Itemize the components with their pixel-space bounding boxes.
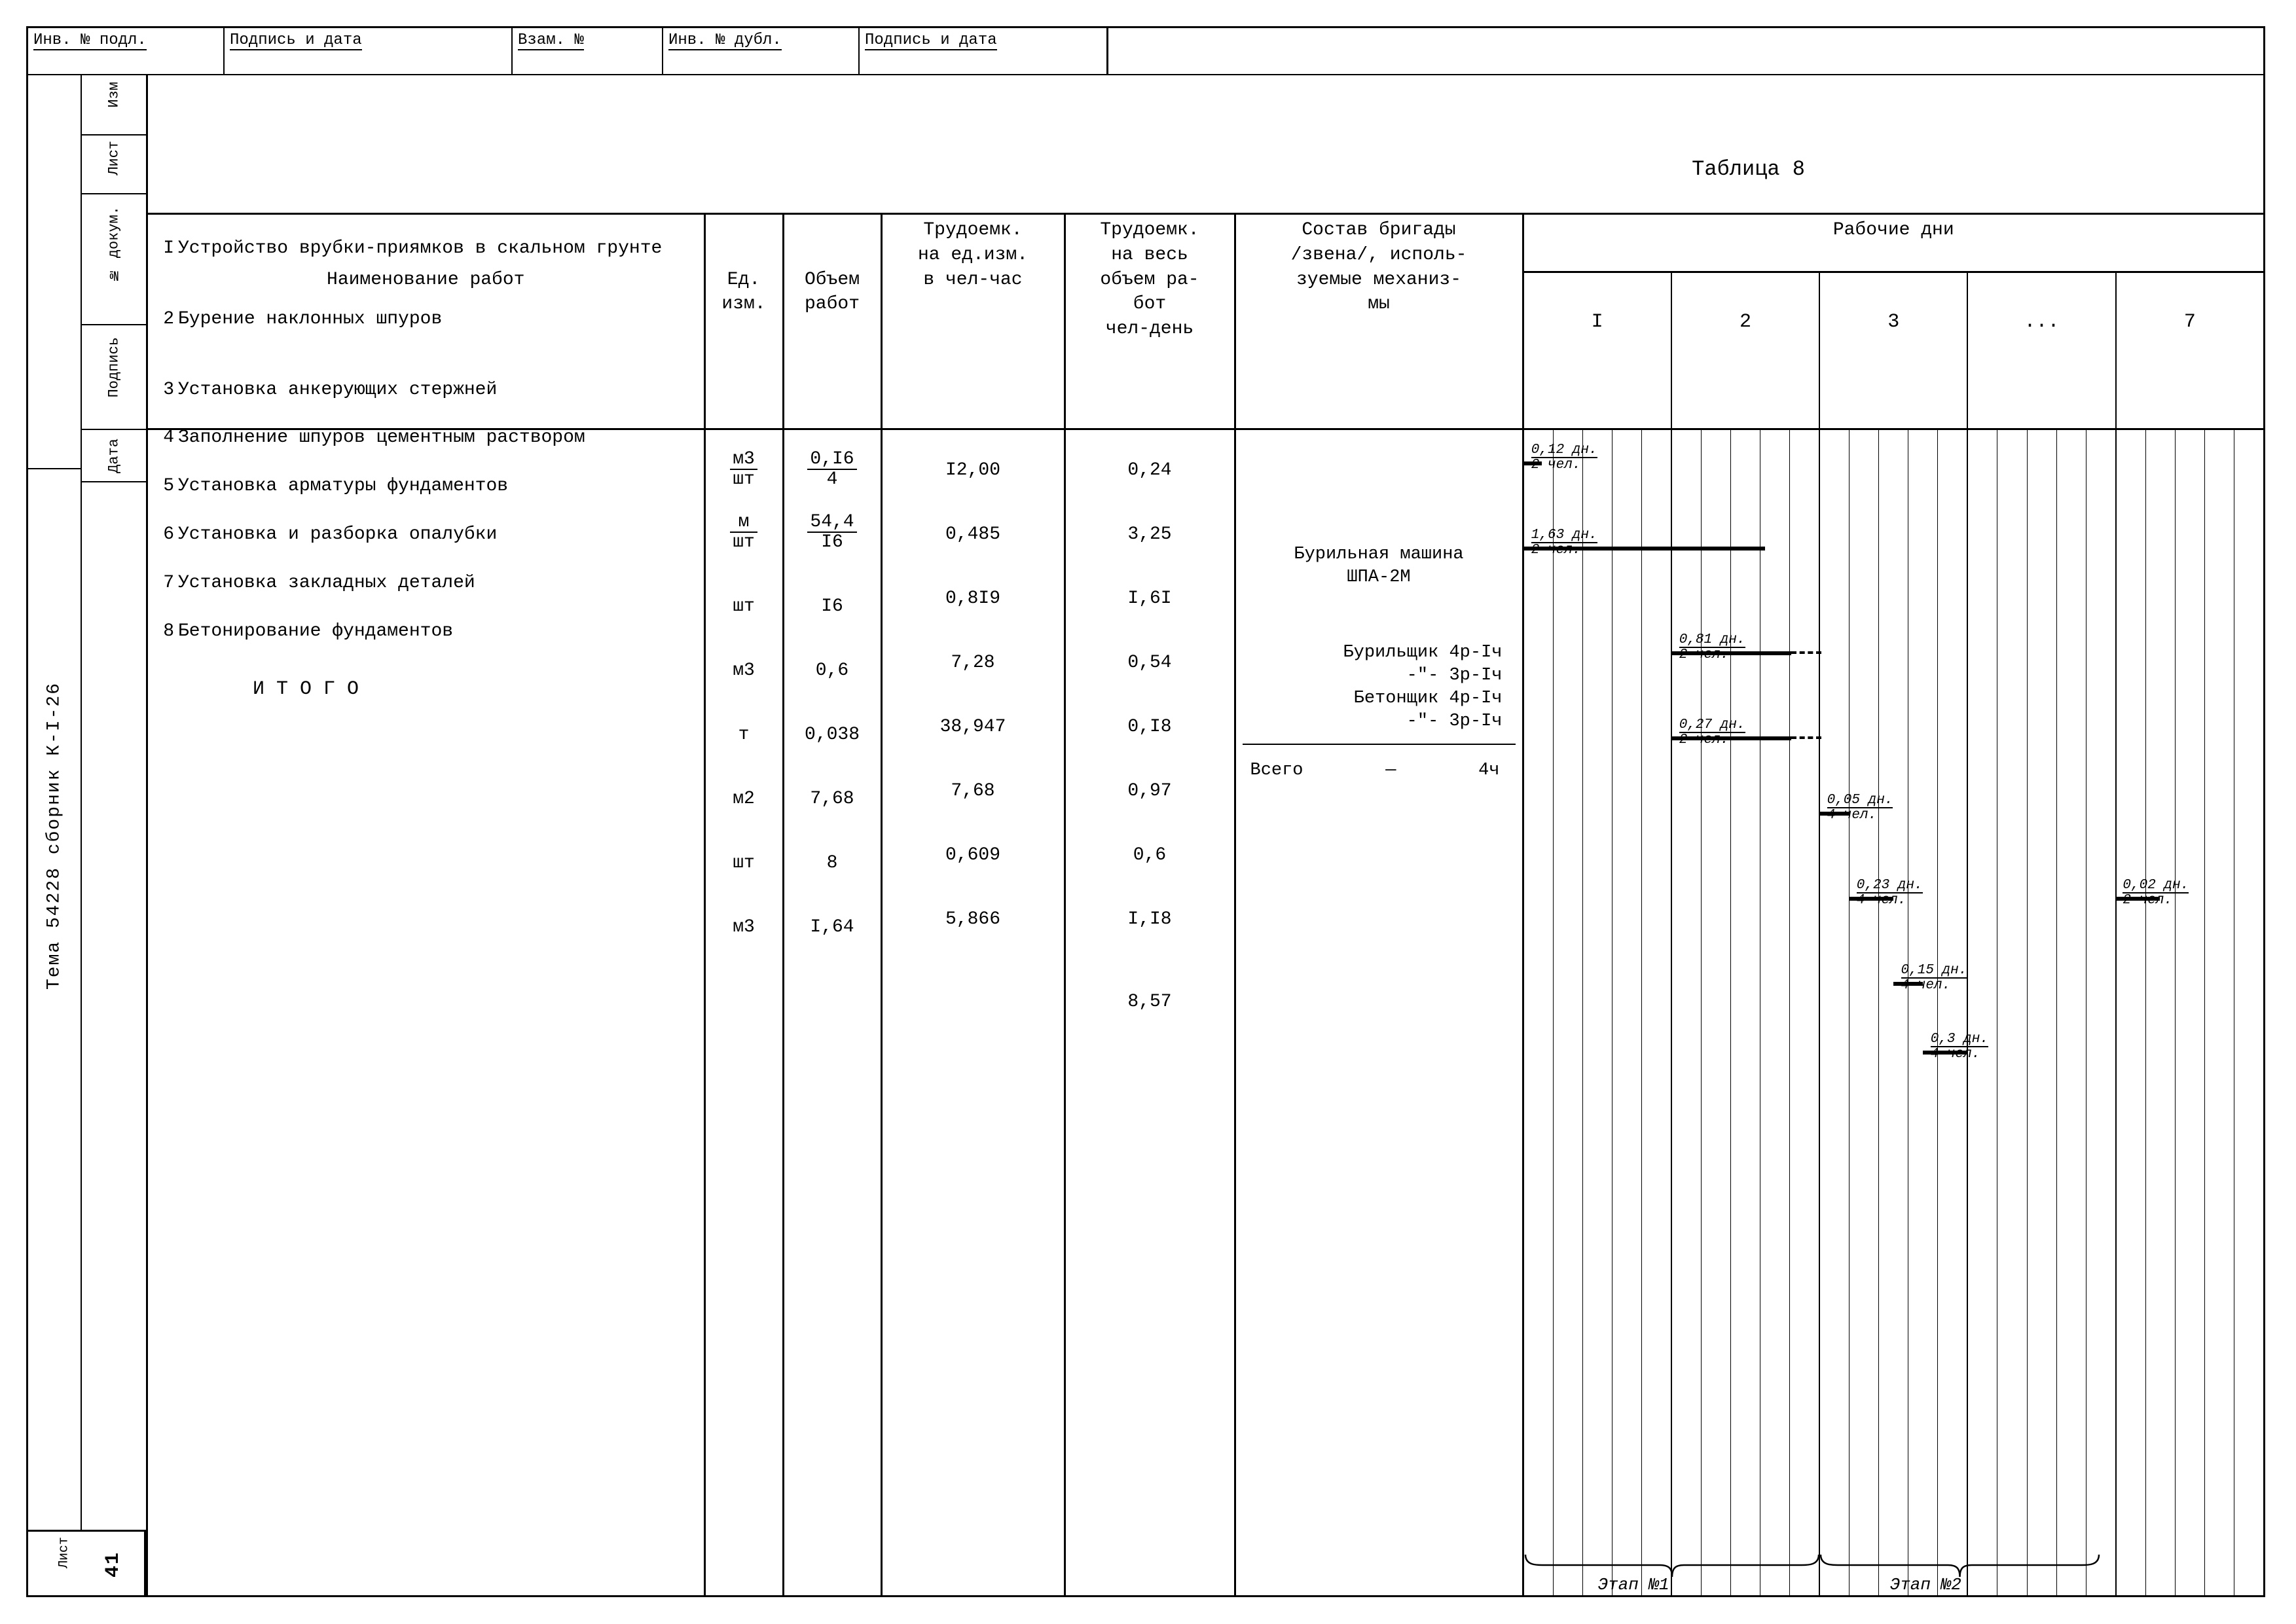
gantt-grid (1524, 430, 2264, 1597)
table-title: Таблица 8 (1692, 157, 1805, 181)
gantt-bar-label: 0,12 дн.2 чел. (1531, 443, 1597, 472)
top-cell-inv-no-dubl: Инв. № дубл. (663, 28, 860, 74)
top-strip: Инв. № подл. Подпись и дата Взам. № Инв.… (28, 28, 2263, 75)
rail-label-list: Лист (106, 141, 122, 175)
main-table: Наименование работ Ед. изм. Объем работ … (148, 213, 2263, 1597)
top-cell-vzam: Взам. № (513, 28, 663, 74)
top-cell-sign-date-2: Подпись и дата (860, 28, 1108, 74)
gantt-day-col (1524, 430, 1672, 1597)
table-wrap: Наименование работ Ед. изм. Объем работ … (148, 213, 2263, 1597)
drawing-sheet: Инв. № подл. Подпись и дата Взам. № Инв.… (26, 26, 2265, 1597)
gantt-bar-label: 0,3 дн.4 чел. (1931, 1032, 1988, 1061)
gantt-bar-label: 0,02 дн.2 чел. (2123, 878, 2189, 907)
top-strip-blank (1108, 28, 2263, 74)
row-num: 3 (155, 378, 174, 403)
content: Таблица 8 Наименование работ (148, 75, 2263, 1597)
gantt-bar-label: 0,23 дн.4 чел. (1857, 878, 1923, 907)
top-label: Инв. № дубл. (668, 31, 782, 50)
sheet-number-box: Лист 41 (28, 1530, 146, 1595)
main-row: Тема 54228 сборник К-I-26 Изм Лист № док… (28, 75, 2263, 1597)
gantt-cell: 0,12 дн.2 чел. 1,63 дн.2 чел. 0,81 дн.2 че… (1523, 429, 2263, 1597)
title-strip: Таблица 8 (148, 75, 2263, 215)
row-num: 5 (155, 474, 174, 499)
row-num: 2 (155, 307, 174, 332)
gantt-day-col (1968, 430, 2116, 1597)
row-num: 4 (155, 425, 174, 450)
worklist-cell: IУстройство врубки-приямков в скальном г… (148, 429, 704, 1597)
top-cell-sign-date-1: Подпись и дата (225, 28, 513, 74)
gantt-body: 0,12 дн.2 чел. 1,63 дн.2 чел. 0,81 дн.2 че… (1524, 430, 2264, 1597)
row-name: Устройство врубки-приямков в скальном гр… (178, 236, 2257, 261)
rail-col-meta: Изм Лист № докум. Подпись Дата (82, 75, 146, 1597)
top-label: Подпись и дата (865, 31, 997, 50)
top-label: Инв. № подл. (33, 31, 147, 50)
sheet-label: Лист (57, 1537, 72, 1568)
rail-col-spine: Тема 54228 сборник К-I-26 (28, 75, 82, 1597)
rail-label-date: Дата (106, 439, 122, 473)
rail-label-izm: Изм (106, 82, 122, 108)
sheet-number: 41 (102, 1551, 124, 1578)
row-name: Бурение наклонных шпуров (178, 307, 2257, 332)
top-label: Подпись и дата (230, 31, 362, 50)
gantt-bar-dash (1791, 651, 1821, 654)
gantt-bar-label: 0,81 дн.2 чел. (1679, 633, 1745, 662)
row-num: 8 (155, 619, 174, 644)
left-rail: Тема 54228 сборник К-I-26 Изм Лист № док… (28, 75, 148, 1597)
work-row: IУстройство врубки-приямков в скальном г… (155, 236, 2263, 261)
work-row: 2Бурение наклонных шпуров (155, 307, 2263, 332)
top-cell-inv-no-podl: Инв. № подл. (28, 28, 225, 74)
stage-label: Этап №1 (1597, 1574, 1669, 1597)
row-num: 7 (155, 571, 174, 596)
row-name: Установка анкерующих стержней (178, 378, 2257, 403)
gantt-bar-label: 1,63 дн.2 чел. (1531, 528, 1597, 557)
gantt-bar-label: 0,15 дн.4 чел. (1901, 964, 1967, 992)
gantt-day-col (1672, 430, 1820, 1597)
gantt-bar-dash (1791, 736, 1821, 739)
stage-label: Этап №2 (1890, 1574, 1961, 1597)
work-row: 3Установка анкерующих стержней (155, 378, 2263, 403)
gantt-bar-label: 0,05 дн.4 чел. (1827, 793, 1893, 822)
top-label: Взам. № (518, 31, 584, 50)
gantt-day-col (1820, 430, 1968, 1597)
stage-brace (1524, 1551, 1820, 1583)
spine-text: Тема 54228 сборник К-I-26 (45, 682, 65, 990)
rail-label-docnum: № докум. (106, 206, 122, 283)
rail-label-sign: Подпись (106, 337, 122, 397)
row-num: 6 (155, 522, 174, 547)
gantt-day-col (2117, 430, 2263, 1597)
row-num: I (155, 236, 174, 261)
gantt-bar-label: 0,27 дн.2 чел. (1679, 718, 1745, 747)
